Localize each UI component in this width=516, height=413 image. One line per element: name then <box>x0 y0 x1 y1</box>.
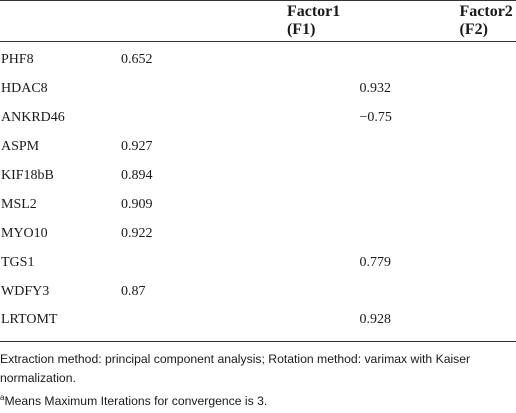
cell-gene: HDAC8 <box>1 81 48 97</box>
header-factor2: Factor2 (F2) <box>343 0 516 42</box>
cell-factor2: 0.932 <box>359 81 391 97</box>
table-row: MSL2 0.909 <box>0 190 516 219</box>
cell-factor1: 0.909 <box>120 196 153 212</box>
cell-factor1 <box>101 248 344 277</box>
cell-gene: ASPM <box>1 139 40 155</box>
cell-factor1: 0.922 <box>120 225 153 241</box>
table-row: ANKRD46 −0.75 <box>0 104 516 133</box>
cell-factor1: 0.87 <box>120 283 146 299</box>
footnote-extraction-method: Extraction method: principal component a… <box>0 352 471 385</box>
factor-loadings-table-container: Factor1 (F1) Factor2 (F2) PHF8 0.652 HDAC8… <box>0 0 516 342</box>
table-row: MYO10 0.922 <box>0 219 516 248</box>
table-row: LRTOMT 0.928 <box>0 306 516 342</box>
cell-factor2 <box>343 219 516 248</box>
footnote-marker: a <box>0 393 5 402</box>
cell-factor1 <box>101 104 344 133</box>
table-row: HDAC8 0.932 <box>0 75 516 104</box>
cell-gene: LRTOMT <box>0 306 101 342</box>
table-row: ASPM 0.927 <box>0 133 516 162</box>
cell-factor2: 0.779 <box>359 254 391 270</box>
table-row: PHF8 0.652 <box>0 42 516 75</box>
cell-factor1 <box>100 306 344 342</box>
cell-factor2: 0.928 <box>343 306 516 342</box>
table-row: TGS1 0.779 <box>0 248 516 277</box>
header-factor1: Factor1 (F1) <box>100 0 344 42</box>
cell-factor2 <box>343 190 516 219</box>
cell-factor1: 0.652 <box>120 52 153 68</box>
cell-factor2 <box>343 277 516 306</box>
cell-factor1: 0.927 <box>120 139 153 155</box>
cell-factor1: 0.894 <box>120 168 153 183</box>
table-row: WDFY3 0.87 <box>0 277 516 306</box>
cell-factor2: −0.75 <box>359 110 392 126</box>
cell-gene: MYO10 <box>1 225 48 241</box>
cell-factor2 <box>343 133 516 162</box>
table-row: KIF18bB 0.894 <box>0 162 516 191</box>
footnote-iterations-text: Means Maximum Iterations for convergence… <box>4 394 268 408</box>
header-gene <box>0 0 101 42</box>
cell-gene: TGS1 <box>1 254 35 270</box>
cell-factor2 <box>343 42 516 75</box>
cell-gene: ANKRD46 <box>1 110 65 126</box>
table-header-row: Factor1 (F1) Factor2 (F2) <box>0 0 516 42</box>
cell-factor1 <box>101 75 344 104</box>
factor-loadings-table: Factor1 (F1) Factor2 (F2) PHF8 0.652 HDAC8… <box>0 0 516 342</box>
table-footnotes: Extraction method: principal component a… <box>0 350 516 411</box>
footnote-iterations: aMeans Maximum Iterations for convergenc… <box>0 388 516 411</box>
cell-factor2 <box>343 162 516 191</box>
cell-gene: MSL2 <box>1 196 37 212</box>
cell-gene: WDFY3 <box>1 283 50 299</box>
cell-gene: PHF8 <box>1 52 34 68</box>
cell-gene: KIF18bB <box>1 168 54 183</box>
